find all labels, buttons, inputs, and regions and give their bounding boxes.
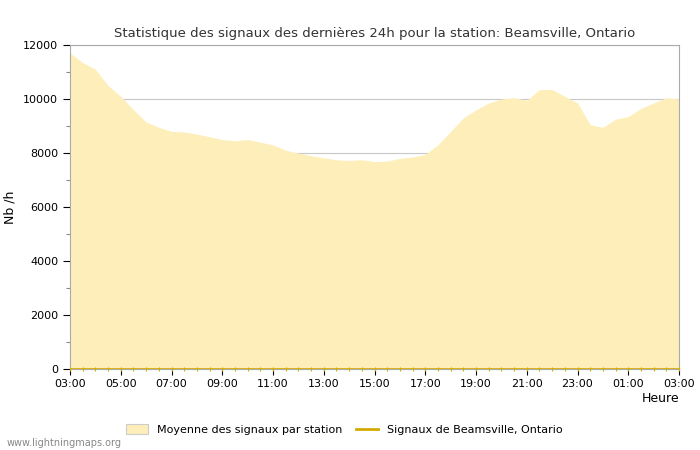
Legend: Moyenne des signaux par station, Signaux de Beamsville, Ontario: Moyenne des signaux par station, Signaux… (121, 420, 567, 440)
Text: www.lightningmaps.org: www.lightningmaps.org (7, 438, 122, 448)
Y-axis label: Nb /h: Nb /h (3, 190, 16, 224)
X-axis label: Heure: Heure (641, 392, 679, 405)
Title: Statistique des signaux des dernières 24h pour la station: Beamsville, Ontario: Statistique des signaux des dernières 24… (114, 27, 635, 40)
